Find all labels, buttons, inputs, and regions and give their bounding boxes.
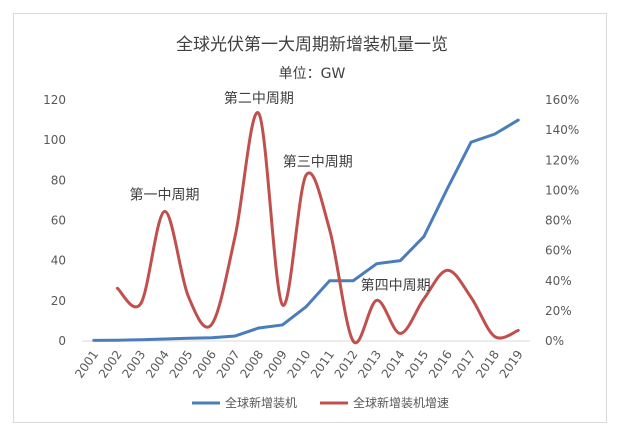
series-1-point: [210, 336, 213, 339]
right-tick-label: 100%: [545, 183, 579, 197]
right-tick-label: 60%: [545, 244, 572, 258]
series-1-point: [234, 334, 237, 337]
left-tick-label: 80: [51, 173, 66, 187]
series-2-point: [375, 299, 378, 302]
series-1-point: [92, 339, 95, 342]
right-tick-label: 20%: [545, 304, 572, 318]
legend: 全球新增装机 全球新增装机增速: [192, 395, 449, 410]
series-line-1: [92, 118, 520, 342]
left-tick-label: 60: [51, 214, 66, 228]
series-2-point: [470, 296, 473, 299]
left-tick-label: 120: [43, 93, 66, 107]
left-tick-label: 20: [51, 294, 66, 308]
annotation-label: 第一中周期: [130, 186, 200, 203]
chart-subtitle: 单位：GW: [279, 66, 346, 82]
series-1-point: [422, 235, 425, 238]
annotation-label: 第四中周期: [361, 277, 431, 294]
series-2-point: [446, 269, 449, 272]
series-1-point: [305, 305, 308, 308]
chart-border: [13, 13, 607, 423]
chart-title: 全球光伏第一大周期新增装机量一览: [176, 35, 448, 55]
left-tick-label: 100: [43, 133, 66, 147]
right-tick-label: 80%: [545, 214, 572, 228]
legend-label: 全球新增装机增速: [353, 395, 449, 410]
annotation-label: 第三中周期: [283, 153, 353, 170]
series-1-point: [328, 279, 331, 282]
series-1-point: [116, 339, 119, 342]
series-2-point: [422, 297, 425, 300]
right-tick-label: 140%: [545, 123, 579, 137]
series-1-point: [399, 259, 402, 262]
series-1-point: [187, 337, 190, 340]
series-line-2: [115, 111, 520, 345]
series-1-point: [446, 187, 449, 190]
series-2-point: [116, 287, 119, 290]
series-1-point: [163, 337, 166, 340]
legend-label: 全球新增装机: [225, 395, 297, 410]
right-tick-label: 160%: [545, 93, 579, 107]
series-2-point: [139, 302, 142, 305]
series-2-point: [493, 335, 496, 338]
series-1-point: [375, 262, 378, 265]
series-1-point: [257, 326, 260, 329]
annotation-label: 第二中周期: [224, 90, 294, 107]
series-2-point: [305, 174, 308, 177]
series-2-point: [257, 112, 260, 115]
left-axis-ticks: 0 20 40 60 80 100 120: [43, 93, 66, 348]
series-2-point: [399, 332, 402, 335]
series-1-point: [493, 133, 496, 136]
series-2-point: [328, 228, 331, 231]
series-2-point: [210, 323, 213, 326]
right-axis-ticks: 0% 20% 40% 60% 80% 100% 120% 140% 160%: [545, 93, 579, 348]
series-2-point: [281, 303, 284, 306]
series-2-point: [234, 234, 237, 237]
series-1-point: [139, 338, 142, 341]
right-tick-label: 120%: [545, 153, 579, 167]
series-1-point: [281, 323, 284, 326]
series-2-point: [352, 340, 355, 343]
right-tick-label: 0%: [545, 334, 564, 348]
right-tick-label: 40%: [545, 274, 572, 288]
series-2-point: [187, 294, 190, 297]
series-1-point: [517, 119, 520, 122]
series-1-point: [470, 141, 473, 144]
left-tick-label: 40: [51, 254, 66, 268]
series-2-point: [517, 329, 520, 332]
left-tick-label: 0: [58, 334, 66, 348]
series-1-point: [352, 279, 355, 282]
series-2-point: [163, 210, 166, 213]
series-layer: [92, 111, 520, 345]
